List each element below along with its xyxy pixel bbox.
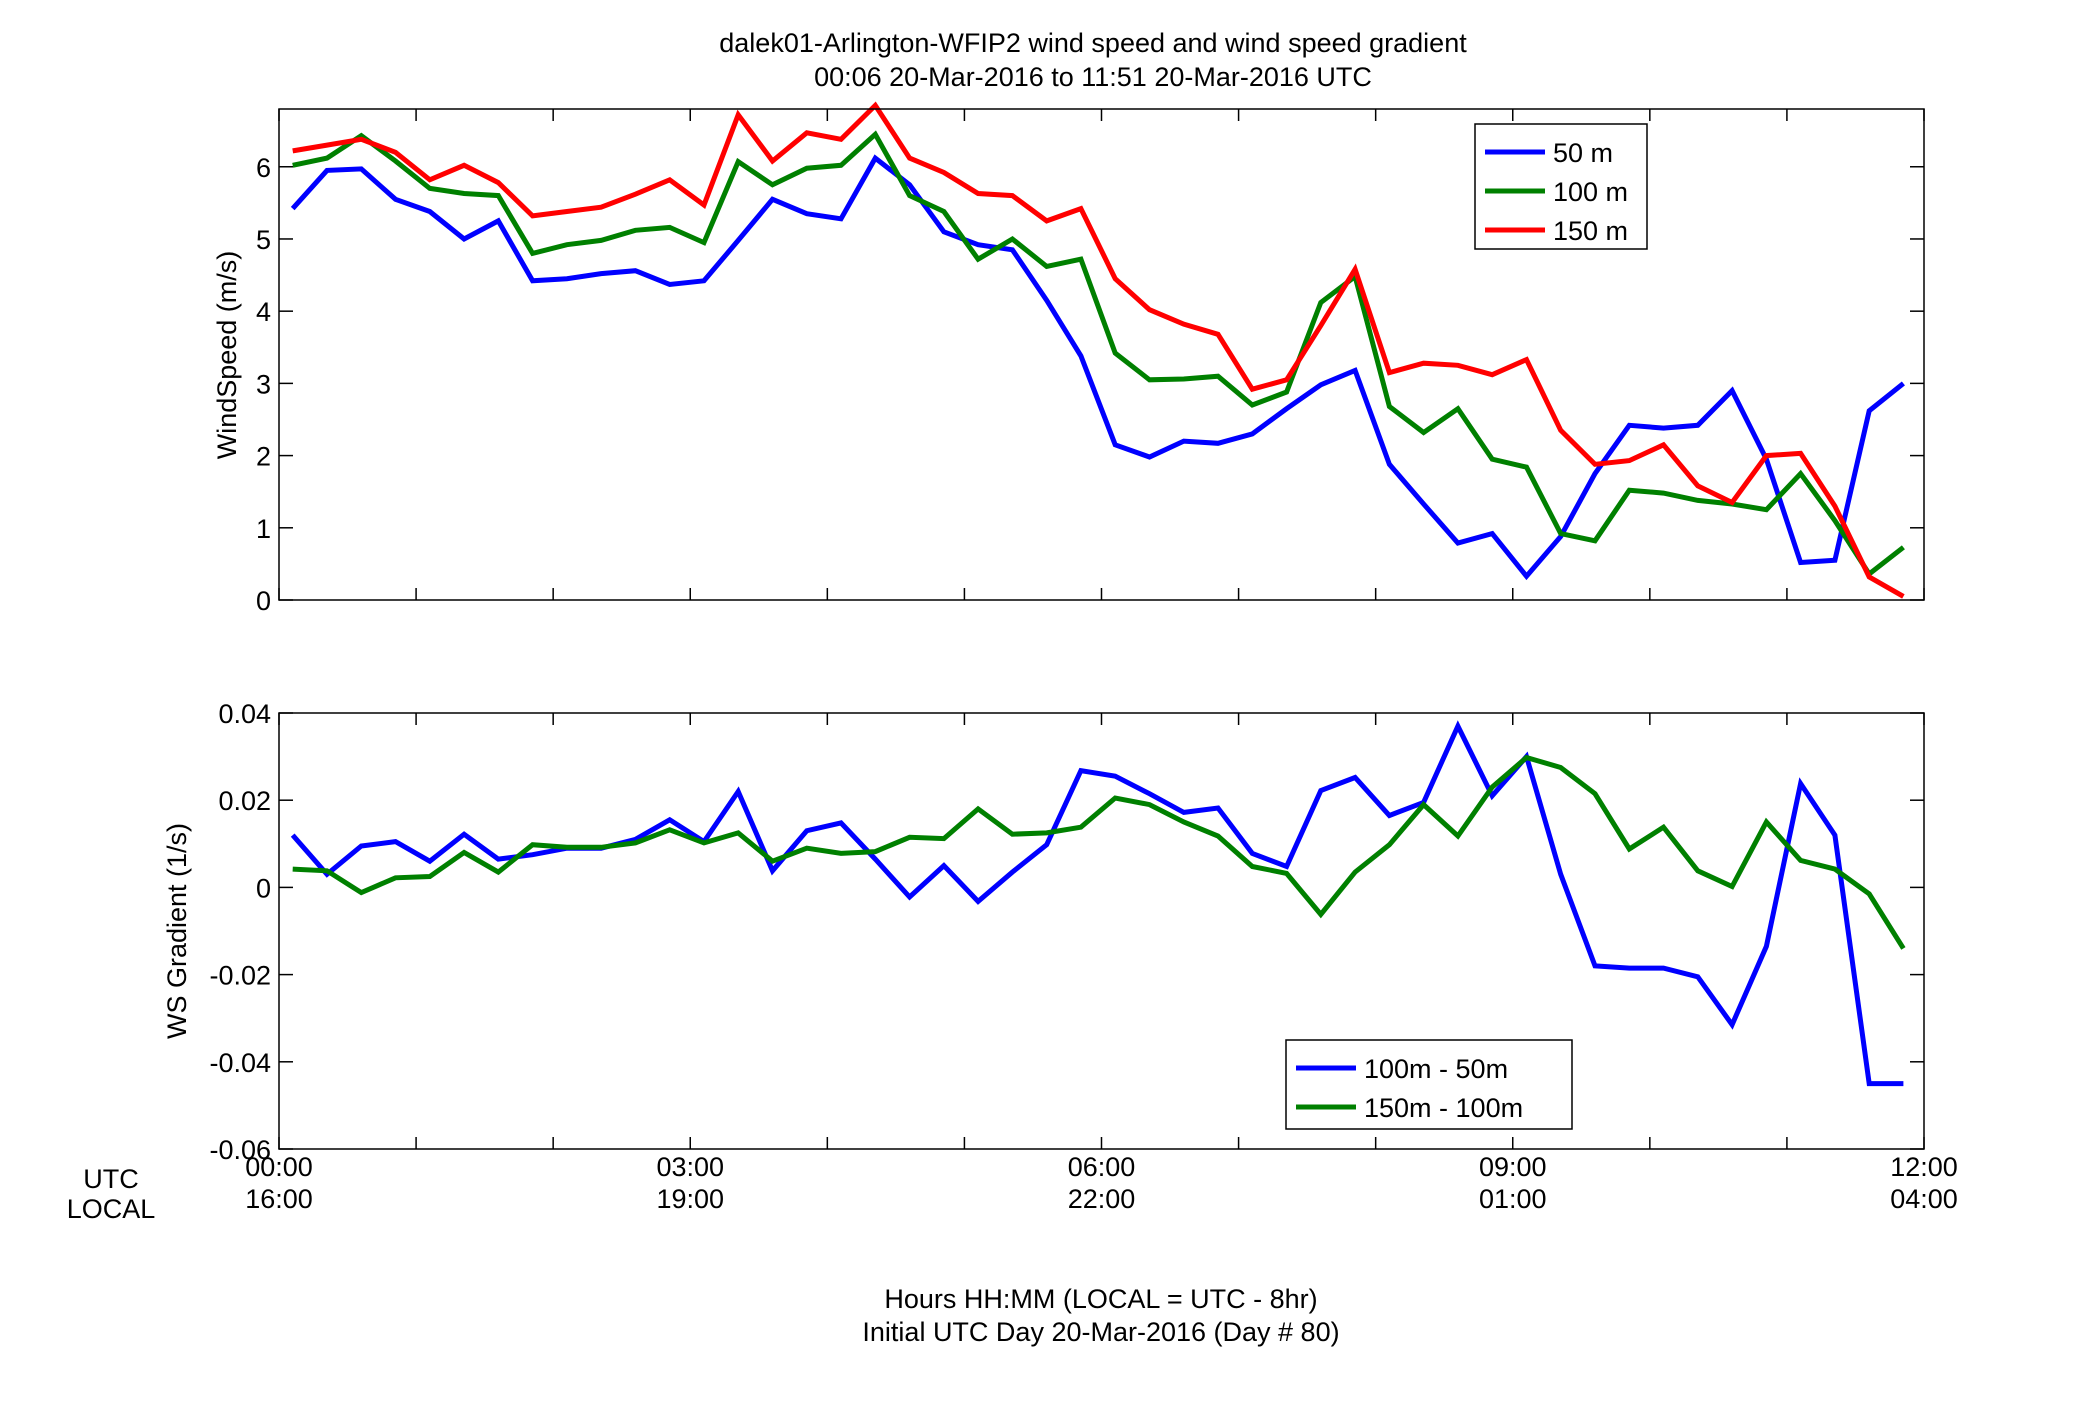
gradient-legend: 100m - 50m 150m - 100m xyxy=(1285,1039,1573,1130)
y-tick-label: 1 xyxy=(256,514,271,544)
windspeed-legend: 50 m 100 m 150 m xyxy=(1474,123,1648,250)
x-tick-label-local: 01:00 xyxy=(1479,1184,1547,1214)
y-tick-label: 4 xyxy=(256,297,271,327)
y-tick-label: 3 xyxy=(256,369,271,399)
legend-box xyxy=(1285,1039,1573,1130)
gradient-axes-box xyxy=(278,712,1925,1150)
x-tick-label-utc: 00:00 xyxy=(245,1152,313,1182)
y-tick-label: -0.02 xyxy=(209,961,271,991)
gradient-y-axis: -0.06 -0.04 -0.02 0 0.02 0.04 xyxy=(209,699,1924,1165)
y-tick-label: -0.06 xyxy=(209,1135,271,1165)
windspeed-y-label: WindSpeed (m/s) xyxy=(212,251,242,460)
x-tick-label-local: 22:00 xyxy=(1068,1184,1136,1214)
x-tick-label-utc: 03:00 xyxy=(656,1152,724,1182)
gradient-y-label: WS Gradient (1/s) xyxy=(162,823,192,1039)
gradient-x-ticks xyxy=(278,713,1925,1149)
x-tick-label-local: 04:00 xyxy=(1890,1184,1958,1214)
legend-label: 50 m xyxy=(1553,138,1613,168)
x-tick-label-utc: 09:00 xyxy=(1479,1152,1547,1182)
x-tick-label-utc: 12:00 xyxy=(1890,1152,1958,1182)
x-tick-label-utc: 06:00 xyxy=(1068,1152,1136,1182)
y-tick-label: 6 xyxy=(256,153,271,183)
local-row-label: LOCAL xyxy=(67,1194,156,1224)
y-tick-label: 5 xyxy=(256,225,271,255)
y-tick-label: 0 xyxy=(256,873,271,903)
windspeed-axes-box xyxy=(278,108,1925,601)
legend-label: 150 m xyxy=(1553,216,1628,246)
y-tick-label: 0.04 xyxy=(218,699,271,729)
windspeed-line-150-m xyxy=(292,101,1905,599)
legend-label: 100 m xyxy=(1553,177,1628,207)
chart-subtitle: 00:06 20-Mar-2016 to 11:51 20-Mar-2016 U… xyxy=(814,62,1372,92)
windspeed-line-50-m xyxy=(290,154,1905,581)
x-tick-labels: 00:00 03:00 06:00 09:00 12:00 16:00 19:00 22:00… xyxy=(245,1152,1958,1214)
windspeed-line-100-m xyxy=(292,130,1905,578)
gradient-line-150m-100m xyxy=(292,754,1906,950)
x-axis-label: Hours HH:MM (LOCAL = UTC - 8hr) xyxy=(884,1284,1317,1314)
windspeed-y-axis: 0 1 2 3 4 5 6 xyxy=(256,153,1924,616)
y-tick-label: -0.04 xyxy=(209,1048,271,1078)
windspeed-panel: 0 1 2 3 4 5 6 WindSpeed (m/s) 50 m 100 m 150 m xyxy=(212,101,1925,616)
y-tick-label: 2 xyxy=(256,442,271,472)
x-tick-label-local: 16:00 xyxy=(245,1184,313,1214)
gradient-panel: -0.06 -0.04 -0.02 0 0.02 0.04 WS Gradient (1/… xyxy=(162,699,1925,1165)
windspeed-x-ticks xyxy=(278,109,1925,600)
y-tick-label: 0.02 xyxy=(218,786,271,816)
legend-label: 100m - 50m xyxy=(1364,1054,1508,1084)
windspeed-plot-area xyxy=(290,101,1905,599)
gradient-plot-area xyxy=(290,720,1906,1087)
x-axis-sublabel: Initial UTC Day 20-Mar-2016 (Day # 80) xyxy=(862,1317,1339,1347)
utc-row-label: UTC xyxy=(83,1164,139,1194)
gradient-line-100m-50m xyxy=(290,720,1904,1087)
y-tick-label: 0 xyxy=(256,586,271,616)
x-tick-label-local: 19:00 xyxy=(656,1184,724,1214)
legend-label: 150m - 100m xyxy=(1364,1093,1523,1123)
chart-title: dalek01-Arlington-WFIP2 wind speed and w… xyxy=(719,28,1467,58)
